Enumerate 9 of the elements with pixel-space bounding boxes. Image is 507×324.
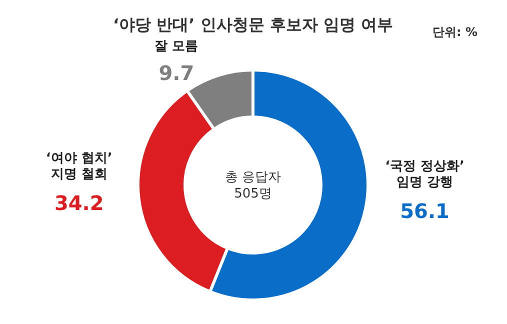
data-label: 34.2: [54, 190, 104, 215]
slice-label: ‘여야 협치’ 지명 철회: [46, 150, 112, 182]
chart-title: ‘야당 반대’ 인사청문 후보자 임명 여부: [112, 15, 394, 34]
text: 총 응답자 505명: [224, 170, 282, 202]
slice-label: 잘 모름: [154, 39, 198, 54]
slice-label: ‘국정 정상화’ 임명 강행: [385, 159, 464, 190]
chart-subtitle: 단위: %: [432, 25, 478, 39]
data-label: 56.1: [400, 199, 450, 223]
data-label: 9.7: [158, 61, 194, 85]
